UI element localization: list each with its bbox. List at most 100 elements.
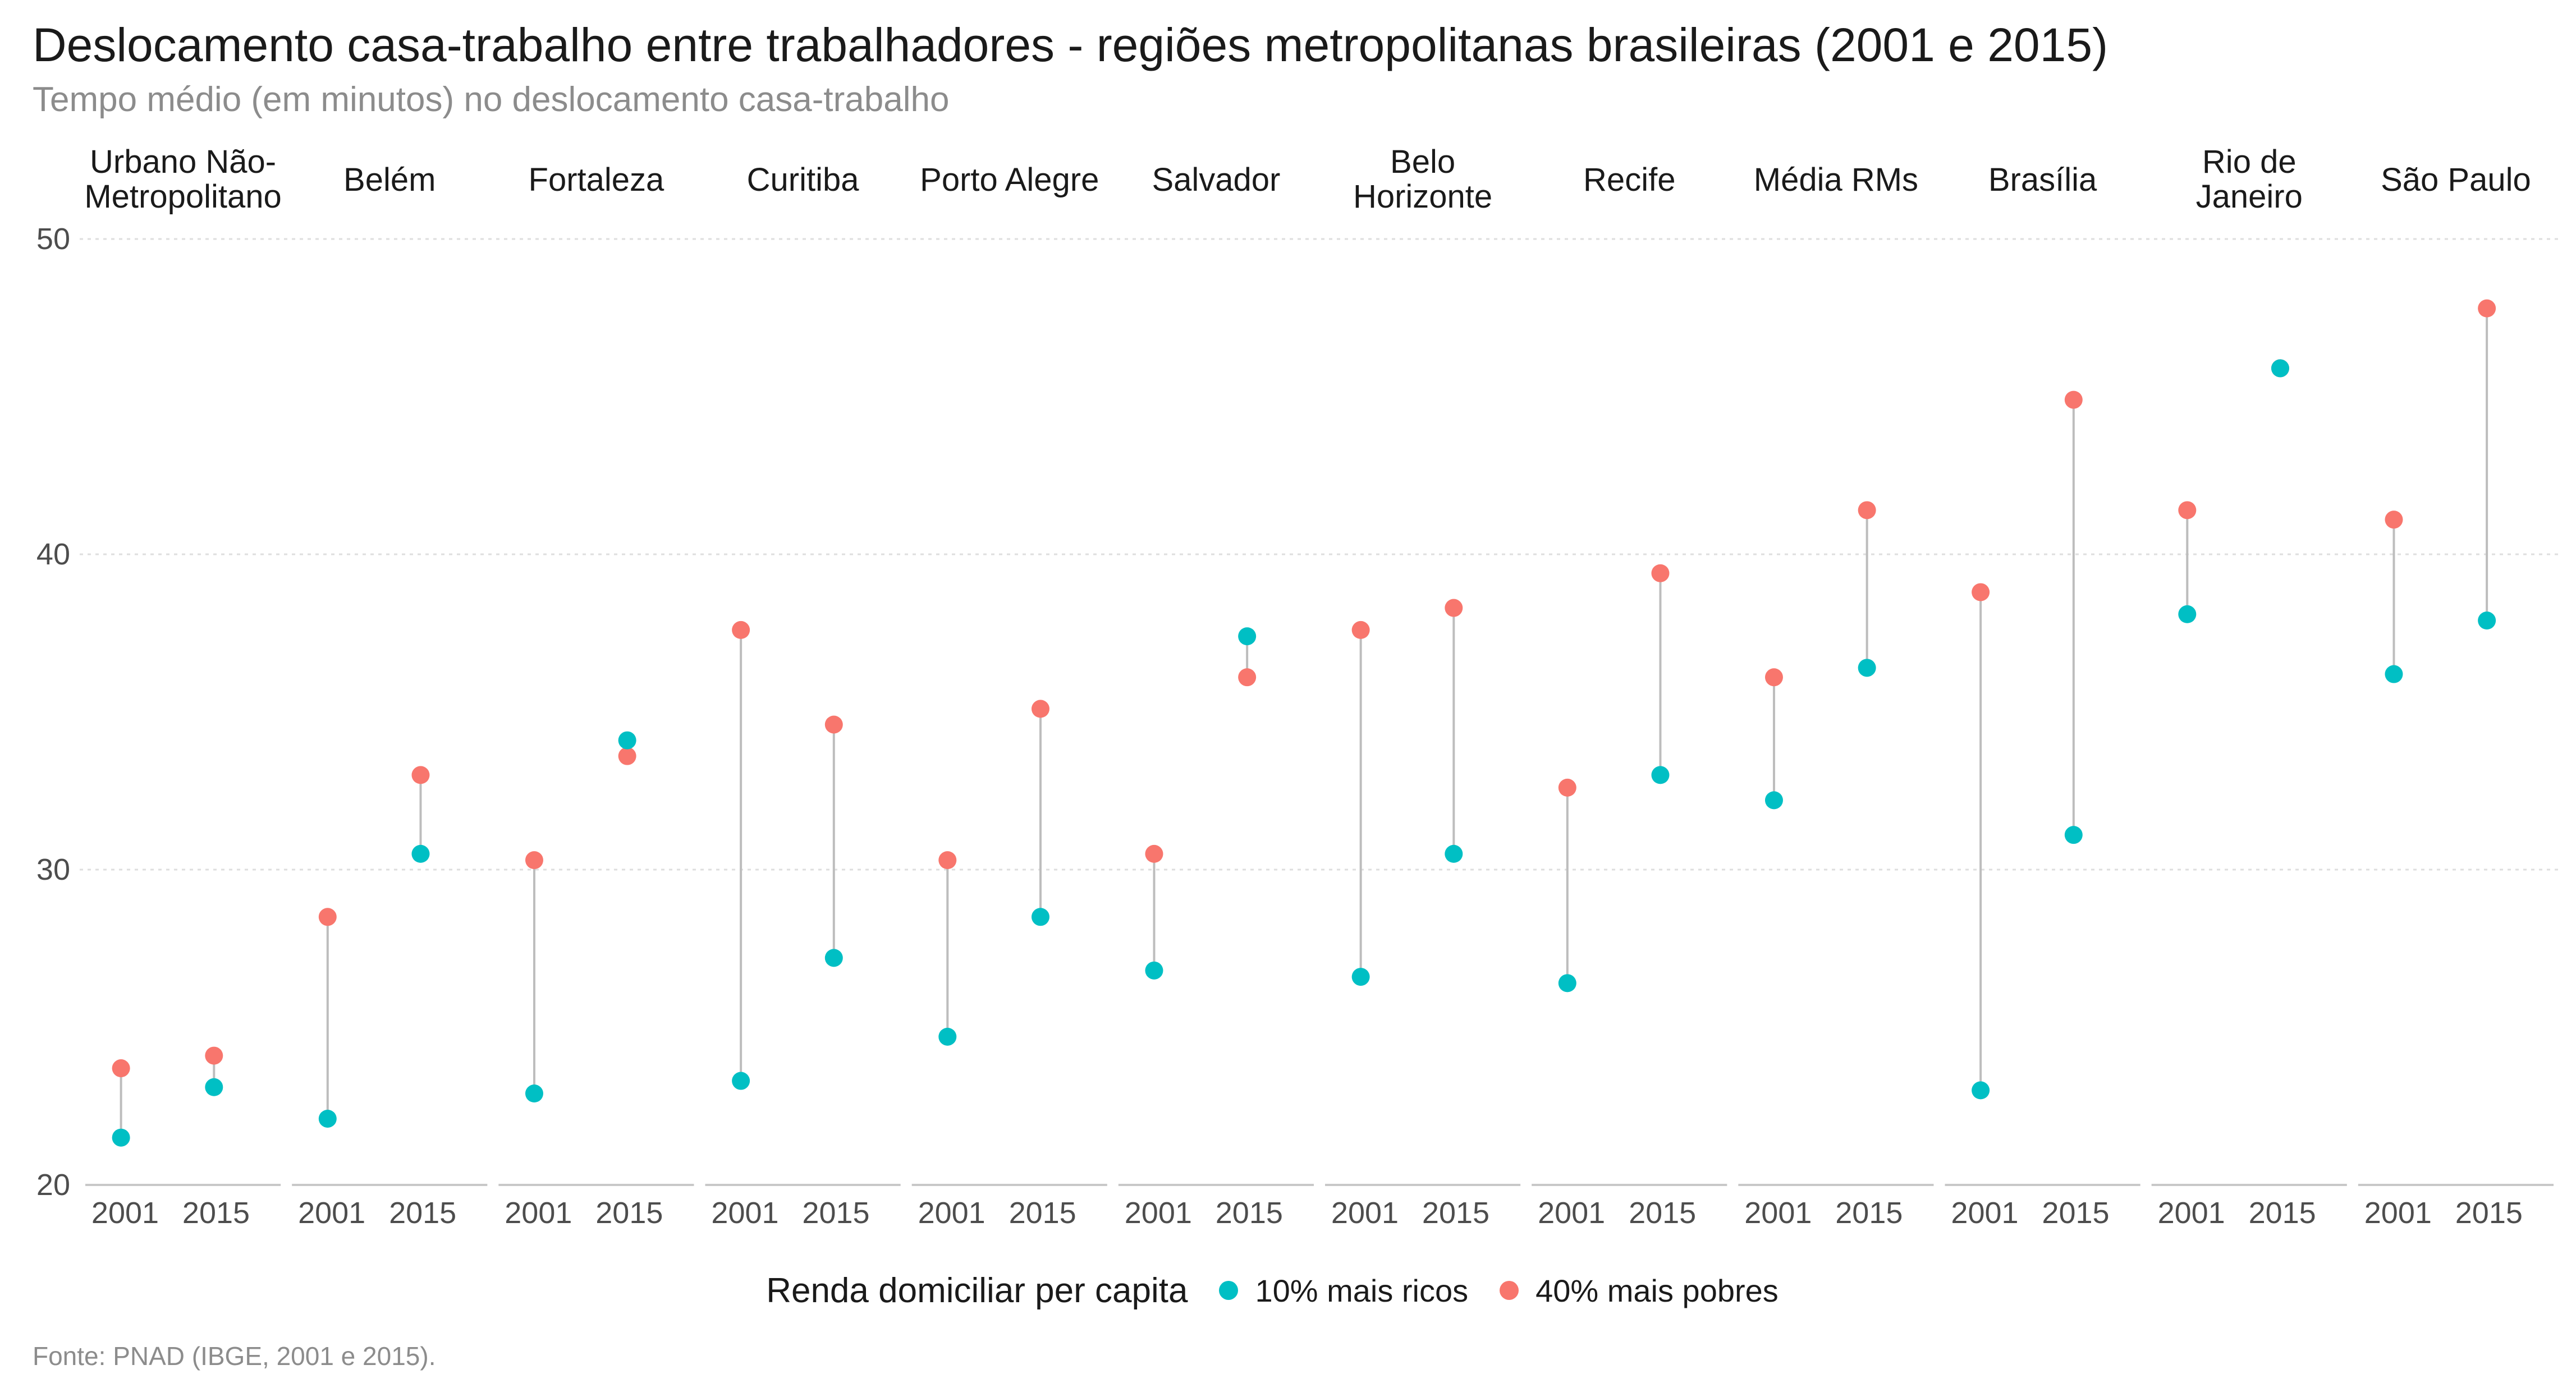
panel-7: Recife 2001 2015: [1532, 162, 1727, 1230]
point-ricos-8-2001: [1764, 791, 1783, 810]
point-ricos-4-2001: [938, 1027, 957, 1046]
point-ricos-10-2015: [2271, 359, 2289, 378]
panel-9: Brasília 2001 2015: [1945, 162, 2140, 1230]
panel-label-11: São Paulo: [2381, 162, 2531, 198]
x-tick-label-7-2015: 2015: [1629, 1196, 1696, 1230]
x-tick-label-7-2001: 2001: [1538, 1196, 1605, 1230]
panel-0: Urbano Não-Metropolitano 2001 2015: [84, 144, 281, 1230]
point-pobres-2-2001: [525, 851, 543, 870]
x-tick-label-3-2001: 2001: [711, 1196, 778, 1230]
panel-6: Belo Horizonte 2001 2015: [1325, 144, 1521, 1230]
point-ricos-9-2001: [1972, 1081, 1990, 1100]
x-tick-label-3-2015: 2015: [802, 1196, 869, 1230]
panel-label-6: Belo Horizonte: [1353, 144, 1492, 215]
chart-title: Deslocamento casa-trabalho entre trabalh…: [33, 19, 2109, 71]
panel-label-3: Curitiba: [747, 162, 860, 198]
point-pobres-10-2001: [2178, 501, 2197, 520]
legend-label-pobres: 40% mais pobres: [1535, 1272, 1779, 1308]
x-tick-label-9-2015: 2015: [2042, 1196, 2109, 1230]
point-ricos-11-2001: [2385, 665, 2403, 683]
x-tick-label-1-2001: 2001: [298, 1196, 365, 1230]
panel-2: Fortaleza 2001 2015: [498, 162, 694, 1230]
point-pobres-3-2015: [824, 715, 843, 734]
point-ricos-9-2015: [2064, 826, 2083, 844]
point-pobres-5-2001: [1145, 844, 1163, 863]
point-pobres-5-2015: [1238, 668, 1257, 687]
point-ricos-3-2015: [824, 949, 843, 967]
point-ricos-4-2015: [1031, 908, 1049, 926]
dumbbell-chart: 20 30 40 50 Urbano Não-Metropolitano 2001 201…: [36, 144, 2559, 1230]
point-pobres-11-2001: [2385, 511, 2403, 529]
point-pobres-8-2001: [1764, 668, 1783, 687]
legend-dot-pobres: [1500, 1281, 1519, 1300]
panel-8: Média RMs 2001 2015: [1738, 162, 1934, 1230]
panel-label-7: Recife: [1583, 162, 1675, 198]
chart-subtitle: Tempo médio (em minutos) no deslocamento…: [33, 80, 950, 119]
point-ricos-1-2001: [318, 1109, 337, 1128]
panel-label-4: Porto Alegre: [920, 162, 1099, 198]
legend: Renda domiciliar per capita 10% mais ric…: [0, 1265, 2576, 1316]
legend-item-ricos: 10% mais ricos: [1219, 1272, 1468, 1309]
panel-1: Belém 2001 2015: [292, 162, 488, 1230]
panel-label-10: Rio de Janeiro: [2196, 144, 2303, 215]
point-ricos-3-2001: [732, 1072, 750, 1090]
point-pobres-7-2001: [1558, 778, 1576, 797]
legend-dot-ricos: [1219, 1281, 1239, 1300]
point-pobres-9-2001: [1972, 583, 1990, 601]
x-tick-label-6-2001: 2001: [1331, 1196, 1399, 1230]
point-pobres-2-2015: [618, 747, 636, 765]
x-tick-label-1-2015: 2015: [389, 1196, 456, 1230]
point-pobres-1-2001: [318, 908, 337, 926]
panel-label-line: Urbano Não-: [90, 144, 276, 180]
panel-11: São Paulo 2001 2015: [2358, 162, 2554, 1230]
point-pobres-4-2015: [1031, 700, 1049, 718]
x-tick-label-8-2015: 2015: [1835, 1196, 1903, 1230]
panel-label-line: Horizonte: [1353, 178, 1492, 215]
x-tick-label-8-2001: 2001: [1744, 1196, 1812, 1230]
panel-label-5: Salvador: [1152, 162, 1280, 198]
x-tick-label-11-2015: 2015: [2455, 1196, 2523, 1230]
panel-label-line: Metropolitano: [84, 178, 281, 215]
x-tick-label-5-2015: 2015: [1216, 1196, 1283, 1230]
point-pobres-6-2001: [1351, 621, 1370, 639]
point-pobres-0-2001: [112, 1059, 130, 1078]
panel-label-line: Janeiro: [2196, 178, 2303, 215]
point-ricos-0-2001: [112, 1128, 130, 1147]
point-ricos-8-2015: [1858, 659, 1876, 677]
x-tick-label-9-2001: 2001: [1951, 1196, 2018, 1230]
x-tick-label-2-2001: 2001: [505, 1196, 572, 1230]
panel-3: Curitiba 2001 2015: [705, 162, 901, 1230]
point-pobres-6-2015: [1445, 599, 1463, 617]
point-ricos-2-2001: [525, 1084, 543, 1103]
facet-panels: Urbano Não-Metropolitano 2001 2015 Belém 200…: [84, 144, 2554, 1230]
x-tick-label-4-2015: 2015: [1009, 1196, 1076, 1230]
legend-item-pobres: 40% mais pobres: [1500, 1272, 1779, 1309]
panel-label-line: Rio de: [2202, 144, 2297, 180]
point-ricos-1-2015: [411, 844, 430, 863]
point-pobres-11-2015: [2478, 299, 2496, 318]
x-tick-label-0-2001: 2001: [91, 1196, 159, 1230]
panel-label-2: Fortaleza: [529, 162, 665, 198]
point-pobres-3-2001: [732, 621, 750, 639]
point-ricos-5-2015: [1238, 627, 1257, 646]
panel-4: Porto Alegre 2001 2015: [911, 162, 1107, 1230]
legend-label-ricos: 10% mais ricos: [1255, 1272, 1469, 1308]
panel-label-1: Belém: [343, 162, 436, 198]
point-ricos-7-2015: [1651, 766, 1670, 784]
chart-caption: Fonte: PNAD (IBGE, 2001 e 2015).: [33, 1341, 436, 1371]
x-tick-label-5-2001: 2001: [1125, 1196, 1192, 1230]
x-tick-label-10-2001: 2001: [2158, 1196, 2225, 1230]
x-tick-label-2-2015: 2015: [595, 1196, 663, 1230]
y-tick-label-40: 40: [36, 537, 70, 571]
panel-label-8: Média RMs: [1754, 162, 1918, 198]
point-ricos-2-2015: [618, 731, 636, 750]
point-ricos-10-2001: [2178, 605, 2197, 623]
point-ricos-6-2015: [1445, 844, 1463, 863]
point-pobres-7-2015: [1651, 564, 1670, 582]
point-pobres-8-2015: [1858, 501, 1876, 520]
x-tick-label-0-2015: 2015: [182, 1196, 250, 1230]
point-ricos-0-2015: [205, 1078, 223, 1096]
point-ricos-6-2001: [1351, 968, 1370, 986]
y-tick-label-20: 20: [36, 1168, 70, 1202]
legend-title: Renda domiciliar per capita: [766, 1271, 1188, 1310]
